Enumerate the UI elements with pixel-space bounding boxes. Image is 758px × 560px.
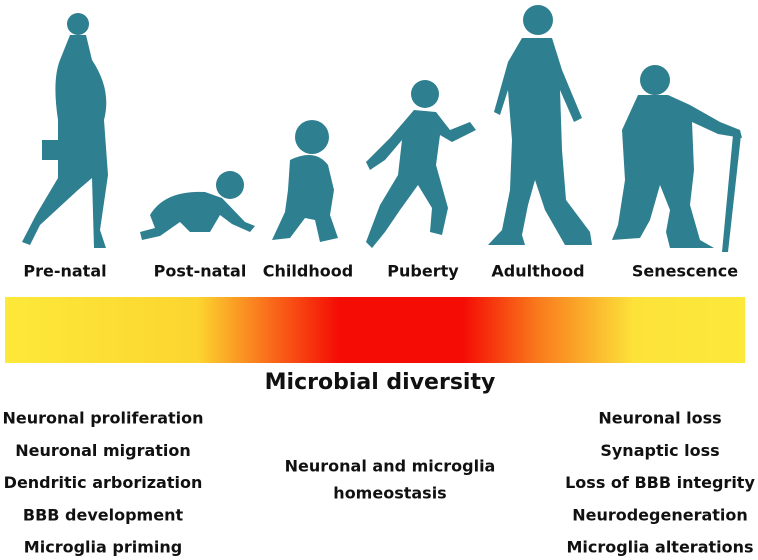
left-item: Dendritic arborization <box>4 473 203 492</box>
toddler <box>272 120 338 242</box>
crawling-baby <box>140 171 255 240</box>
left-item: Microglia priming <box>24 538 182 557</box>
running-child <box>366 80 476 248</box>
elderly <box>612 65 742 252</box>
right-item: Neurodegeneration <box>572 505 748 524</box>
stage-label: Childhood <box>263 262 353 281</box>
stage-label: Pre-natal <box>23 262 106 281</box>
adult <box>488 5 592 245</box>
stage-label: Post-natal <box>154 262 247 281</box>
center-text: Neuronal and microglia <box>285 457 496 476</box>
left-item: Neuronal proliferation <box>2 409 203 428</box>
right-item: Neuronal loss <box>598 409 721 428</box>
stage-label: Senescence <box>632 262 738 281</box>
diversity-bar <box>5 297 745 363</box>
left-item: BBB development <box>23 505 184 524</box>
center-text: homeostasis <box>333 484 446 503</box>
left-item: Neuronal migration <box>15 441 191 460</box>
pregnant-woman <box>22 13 108 248</box>
stage-labels: Pre-natal Post-natal Childhood Puberty Adult… <box>23 262 738 281</box>
bar-label: Microbial diversity <box>265 370 496 395</box>
right-item: Microglia alterations <box>566 538 753 557</box>
right-item: Loss of BBB integrity <box>565 473 755 492</box>
silhouettes <box>22 5 742 252</box>
effect-lists: Neuronal proliferation Neuronal migration… <box>2 409 755 557</box>
right-item: Synaptic loss <box>600 441 719 460</box>
stage-label: Adulthood <box>491 262 584 281</box>
stage-label: Puberty <box>387 262 459 281</box>
